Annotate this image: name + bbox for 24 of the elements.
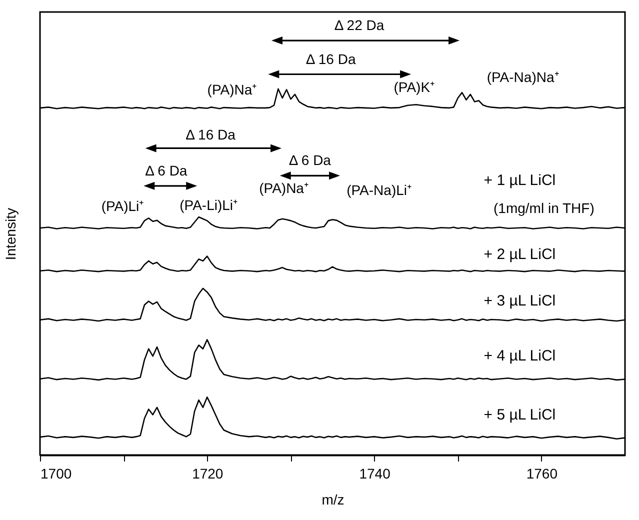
text: Δ 16 Da — [306, 50, 356, 67]
series-label: + 4 µL LiCl — [484, 347, 556, 364]
series-label: + 5 µL LiCl — [484, 406, 556, 424]
x-axis-title: m/z — [322, 492, 344, 508]
annotation: (PA)Na⁺ — [207, 82, 258, 98]
series-label: + 3 µL LiCl — [484, 292, 556, 310]
annotation: (PA)Li⁺ — [101, 198, 144, 214]
text: + 1 µL LiCl — [484, 172, 556, 189]
x-tick-label: 1720 — [192, 466, 224, 482]
annotation: (PA-Li)Li⁺ — [180, 197, 238, 214]
x-tick-label: 1700 — [40, 466, 72, 482]
annotation: (PA-Na)Li⁺ — [346, 182, 412, 198]
annotation: Δ 6 Da — [288, 152, 332, 168]
y-axis-title: Intensity — [2, 208, 18, 260]
annotation: Δ 16 Da — [186, 126, 236, 142]
text: Δ 22 Da — [334, 16, 384, 33]
annotation: (PA)Na⁺ — [259, 180, 309, 196]
annotation: (1mg/ml in THF) — [494, 200, 594, 216]
text: (PA-Na)Na⁺ — [486, 68, 560, 85]
annotation: (PA)K⁺ — [394, 78, 436, 95]
series-label: + 2 µL LiCl — [484, 246, 556, 263]
x-tick-label: 1760 — [526, 466, 558, 482]
annotation: Δ 6 Da — [145, 162, 188, 178]
x-tick-label: 1740 — [359, 466, 391, 482]
